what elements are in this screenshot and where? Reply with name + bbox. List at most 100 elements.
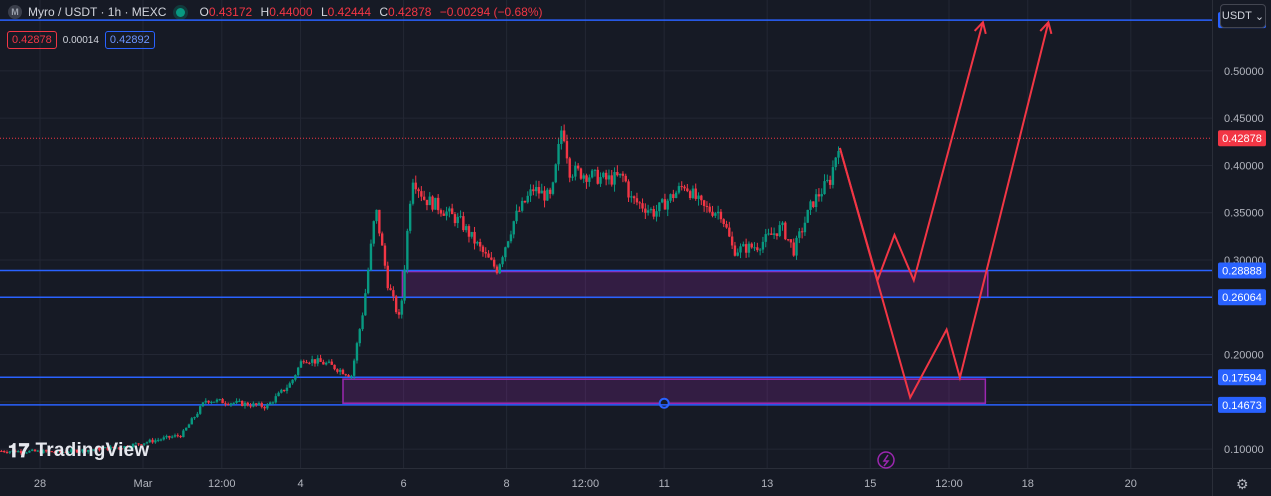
tradingview-logo-icon: 𝟏𝟕 xyxy=(8,440,30,462)
candle-body xyxy=(162,437,165,440)
candle-body xyxy=(786,239,790,241)
candle-body xyxy=(523,200,527,203)
candle-body xyxy=(803,222,807,233)
candle-body xyxy=(739,246,742,253)
candle-body xyxy=(131,443,135,448)
candle-body xyxy=(221,399,224,404)
quote-row: 0.42878 0.00014 0.42892 xyxy=(7,31,155,49)
candle-body xyxy=(414,182,417,190)
candle-body xyxy=(467,226,471,237)
candle-body xyxy=(386,265,389,289)
candle-body xyxy=(834,157,837,168)
candle-body xyxy=(28,450,31,453)
candle-body xyxy=(565,141,569,159)
candle-body xyxy=(828,179,832,185)
candle-body xyxy=(361,315,364,330)
candle-body xyxy=(369,243,373,270)
candle-body xyxy=(302,361,305,363)
sell-price-button[interactable]: 0.42878 xyxy=(7,31,57,49)
currency-label: USDT xyxy=(1221,10,1252,22)
candle-body xyxy=(14,450,17,453)
candle-body xyxy=(324,362,328,365)
candle-body xyxy=(417,189,420,192)
candle-body xyxy=(103,447,107,449)
candle-body xyxy=(274,396,277,403)
candle-body xyxy=(501,257,504,265)
candle-body xyxy=(408,203,412,231)
horizontal-levels xyxy=(0,19,1212,406)
candle-body xyxy=(238,400,241,402)
candle-body xyxy=(445,211,448,216)
candle-body xyxy=(518,210,521,212)
candle-body xyxy=(487,253,490,258)
candle-body xyxy=(728,227,731,237)
candle-body xyxy=(658,202,661,212)
candle-body xyxy=(30,449,34,451)
candle-body xyxy=(635,198,639,203)
candle-body xyxy=(218,399,221,401)
symbol-title[interactable]: Myro / USDT · 1h · MEXC xyxy=(28,5,167,19)
candle-body xyxy=(322,361,325,365)
candle-body xyxy=(585,175,588,182)
chevron-down-icon: ⌄ xyxy=(1254,10,1265,23)
candle-body xyxy=(641,203,644,209)
currency-select[interactable]: USDT ⌄ xyxy=(1220,4,1266,28)
candlestick-series xyxy=(0,124,840,455)
candle-body xyxy=(78,451,81,453)
candle-body xyxy=(207,400,210,403)
candle-body xyxy=(355,343,359,361)
candle-body xyxy=(753,247,756,249)
candle-body xyxy=(145,442,149,444)
candle-body xyxy=(677,186,681,193)
candle-body xyxy=(574,165,577,177)
time-tick-label: Mar xyxy=(134,478,153,490)
candle-body xyxy=(722,219,725,225)
candle-body xyxy=(694,188,697,199)
candle-body xyxy=(100,448,104,451)
candle-body xyxy=(268,402,272,405)
candle-body xyxy=(25,452,28,454)
time-tick-label: 4 xyxy=(298,478,304,490)
candle-body xyxy=(431,196,434,210)
candle-body xyxy=(484,252,487,254)
candle-body xyxy=(358,329,361,344)
candle-body xyxy=(184,427,188,431)
demand-zones xyxy=(342,270,989,409)
candle-body xyxy=(554,164,557,183)
candle-body xyxy=(352,360,356,376)
candle-body xyxy=(154,440,157,443)
current-price-badge-bg xyxy=(1218,130,1266,147)
time-tick-label: 12:00 xyxy=(572,478,600,490)
candle-body xyxy=(798,231,801,238)
candle-body xyxy=(246,402,249,406)
candle-body xyxy=(240,400,244,407)
time-tick-label: 20 xyxy=(1125,478,1137,490)
candle-body xyxy=(8,451,11,453)
candle-body xyxy=(50,451,53,453)
candle-body xyxy=(400,300,403,315)
candle-body xyxy=(389,288,392,291)
candle-body xyxy=(156,439,160,441)
replay-icon xyxy=(877,451,895,469)
candle-body xyxy=(490,257,493,260)
time-tick-label: 12:00 xyxy=(208,478,236,490)
candle-body xyxy=(137,443,140,445)
candle-body xyxy=(781,222,784,226)
candle-body xyxy=(313,359,317,364)
buy-price-button[interactable]: 0.42892 xyxy=(104,31,155,49)
candle-body xyxy=(179,435,182,438)
candle-body xyxy=(705,205,709,207)
candle-body xyxy=(159,439,163,441)
candle-body xyxy=(613,172,616,185)
price-tick-label: 0.50000 xyxy=(1224,66,1264,78)
candle-body xyxy=(750,243,753,248)
candle-body xyxy=(319,358,322,362)
candle-body xyxy=(0,450,3,452)
candle-body xyxy=(823,181,826,195)
candle-body xyxy=(481,246,485,253)
candle-body xyxy=(190,418,193,425)
settings-gear-icon[interactable]: ⚙ xyxy=(1236,476,1249,492)
time-tick-label: 15 xyxy=(864,478,876,490)
symbol-logo-icon: M xyxy=(8,5,22,19)
